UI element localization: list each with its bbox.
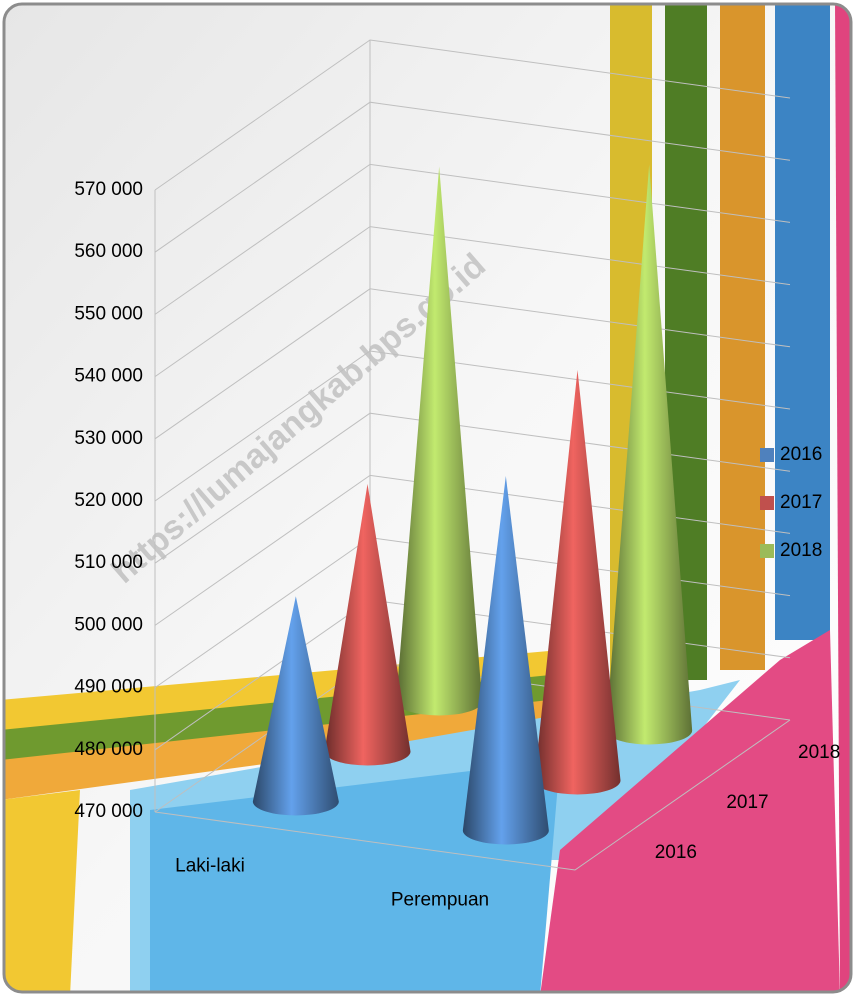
y-tick-label: 490 000 bbox=[74, 677, 143, 698]
x-tick-label: Perempuan bbox=[391, 890, 489, 911]
y-tick-label: 560 000 bbox=[74, 241, 143, 262]
depth-tick-label: 2018 bbox=[798, 742, 840, 763]
legend-swatch bbox=[760, 496, 774, 510]
legend-label: 2016 bbox=[780, 444, 822, 465]
y-tick-label: 470 000 bbox=[74, 801, 143, 822]
floor-edge bbox=[154, 719, 791, 871]
y-tick-label: 520 000 bbox=[74, 490, 143, 511]
cone bbox=[252, 596, 339, 816]
legend-label: 2017 bbox=[780, 492, 822, 513]
cone bbox=[324, 484, 411, 766]
y-tick-label: 480 000 bbox=[74, 739, 143, 760]
y-tick-label: 570 000 bbox=[74, 179, 143, 200]
y-tick-label: 510 000 bbox=[74, 552, 143, 573]
cone bbox=[606, 164, 693, 745]
y-tick-label: 540 000 bbox=[74, 366, 143, 387]
cone bbox=[534, 369, 621, 795]
x-tick-label: Laki-laki bbox=[175, 856, 245, 877]
legend-swatch bbox=[760, 544, 774, 558]
legend-swatch bbox=[760, 448, 774, 462]
legend-label: 2018 bbox=[780, 540, 822, 561]
y-tick-label: 530 000 bbox=[74, 428, 143, 449]
y-tick-label: 500 000 bbox=[74, 614, 143, 635]
depth-tick-label: 2016 bbox=[655, 842, 697, 863]
cone bbox=[462, 475, 549, 845]
cone bbox=[396, 166, 483, 716]
y-tick-label: 550 000 bbox=[74, 303, 143, 324]
depth-tick-label: 2017 bbox=[726, 792, 768, 813]
